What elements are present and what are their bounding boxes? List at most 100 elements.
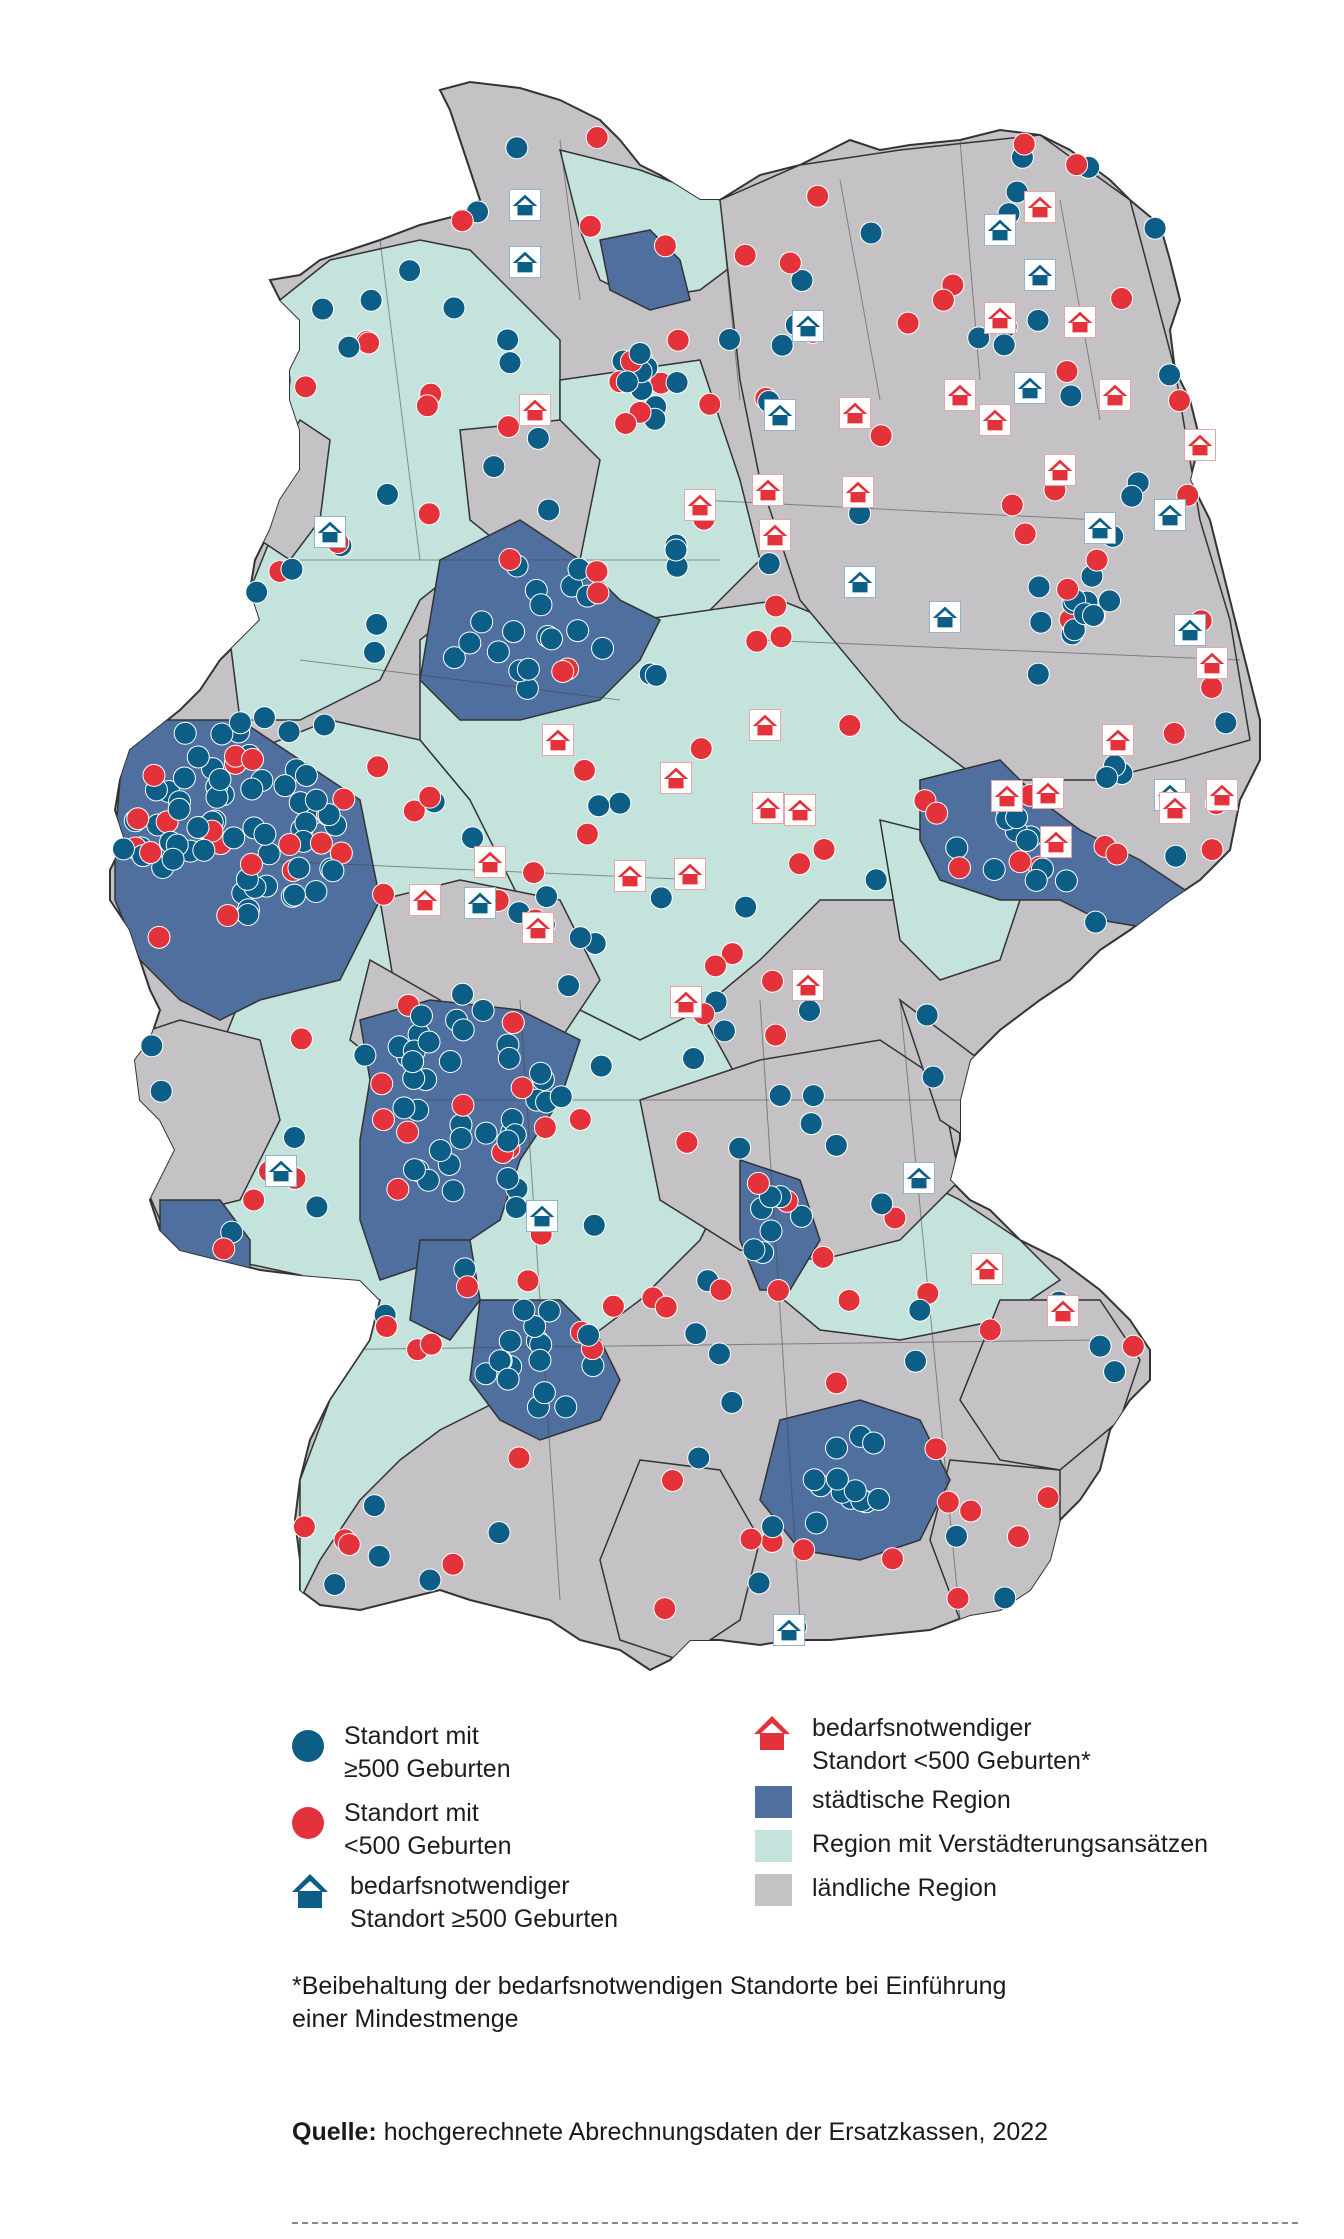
district-border-15 (299, 659, 621, 701)
house-icon-blue (773, 1614, 805, 1646)
site-large (904, 1349, 928, 1373)
site-small (869, 424, 893, 448)
house-icon-blue (509, 246, 541, 278)
house-icon-red (684, 489, 716, 521)
site-large (280, 557, 304, 581)
site-large (761, 1515, 785, 1539)
site-large (1095, 765, 1119, 789)
site-large (742, 1238, 766, 1262)
legend-urban: städtische Region (755, 1784, 1011, 1818)
site-large (208, 768, 232, 792)
house-icon-red (1047, 1295, 1079, 1327)
house-icon-blue (1154, 499, 1186, 531)
red-dot-icon (292, 1807, 324, 1839)
source: Quelle: hochgerechnete Abrechnungsdaten … (292, 2116, 1048, 2149)
site-large (1084, 910, 1108, 934)
site-large (768, 1084, 792, 1108)
site-large (529, 1061, 553, 1085)
house-icon-blue (265, 1155, 297, 1187)
site-large (908, 1298, 932, 1322)
district-border-0 (559, 139, 581, 301)
site-large (1103, 1360, 1127, 1384)
rural-swatch (755, 1874, 792, 1906)
site-small (522, 861, 546, 885)
legend-semi-urban: Region mit Verstädterungsansätzen (755, 1828, 1208, 1862)
site-small (419, 1332, 443, 1356)
house-icon-red (670, 986, 702, 1018)
house-icon-red (1032, 777, 1064, 809)
house-icon-blue (464, 887, 496, 919)
house-icon-red (1044, 454, 1076, 486)
site-large (362, 1494, 386, 1518)
site-large (470, 610, 494, 634)
site-small (278, 833, 302, 857)
legend-needed-small: bedarfsnotwendiger Standort <500 Geburte… (752, 1712, 1091, 1778)
site-large (1164, 844, 1188, 868)
site-large (864, 868, 888, 892)
site-large (294, 764, 318, 788)
house-icon-red (784, 794, 816, 826)
site-small (309, 831, 333, 855)
legend-large-site: Standort mit ≥500 Geburten (292, 1720, 511, 1786)
site-large (240, 777, 264, 801)
site-large (684, 1322, 708, 1346)
site-large (442, 296, 466, 320)
house-icon-blue (792, 310, 824, 342)
house-icon-red (944, 379, 976, 411)
site-small (698, 392, 722, 416)
site-large (312, 713, 336, 737)
site-large (591, 636, 615, 660)
site-small (1006, 1525, 1030, 1549)
site-small (760, 969, 784, 993)
site-small (212, 1237, 236, 1261)
site-large (802, 1468, 826, 1492)
site-small (925, 801, 949, 825)
site-large (505, 136, 529, 160)
site-small (824, 1371, 848, 1395)
site-large (628, 341, 652, 365)
site-large (759, 1219, 783, 1243)
site-small (689, 737, 713, 761)
site-small (959, 1499, 983, 1523)
site-large (323, 1572, 347, 1596)
house-icon-red (1196, 647, 1228, 679)
site-large (471, 998, 495, 1022)
site-large (1059, 384, 1083, 408)
site-large (167, 797, 191, 821)
house-icon-red (991, 780, 1023, 812)
house-icon-blue (844, 566, 876, 598)
site-large (486, 640, 510, 664)
site-large (496, 1367, 520, 1391)
site-large (1158, 363, 1182, 387)
site-large (282, 883, 306, 907)
site-small (371, 1108, 395, 1132)
site-large (992, 333, 1016, 357)
site-small (578, 214, 602, 238)
house-icon-red (1102, 724, 1134, 756)
site-small (1065, 153, 1089, 177)
site-small (739, 1527, 763, 1551)
site-small (575, 822, 599, 846)
site-large (577, 1323, 601, 1347)
legend-small-site: Standort mit <500 Geburten (292, 1797, 512, 1863)
district-border-12 (759, 999, 801, 1621)
site-large (870, 1192, 894, 1216)
site-large (438, 1050, 462, 1074)
house-icon-red (839, 397, 871, 429)
house-icon-red (1064, 306, 1096, 338)
site-large (442, 646, 466, 670)
site-small (1036, 1486, 1060, 1510)
site-small (568, 1107, 592, 1131)
site-large (458, 631, 482, 655)
house-icon-blue (984, 214, 1016, 246)
site-small (516, 1269, 540, 1293)
source-text: hochgerechnete Abrechnungsdaten der Ersa… (376, 2118, 1049, 2146)
house-icon-red (660, 762, 692, 794)
site-small (764, 1023, 788, 1047)
site-large (682, 1047, 706, 1071)
site-large (186, 745, 210, 769)
site-large (993, 1586, 1017, 1610)
site-small (507, 1446, 531, 1470)
house-icon-blue (526, 1200, 558, 1232)
site-large (353, 1043, 377, 1067)
